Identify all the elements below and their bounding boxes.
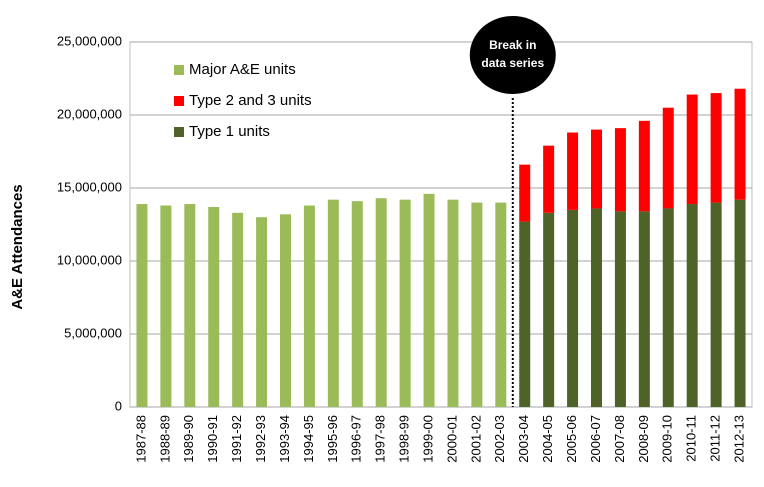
- bar: [184, 204, 196, 407]
- legend-label: Type 2 and 3 units: [189, 92, 312, 109]
- bar: [399, 199, 411, 407]
- bar: [543, 145, 555, 213]
- x-tick-label: 1994-95: [301, 415, 316, 463]
- bar: [591, 208, 602, 407]
- bar: [303, 205, 315, 407]
- bar: [662, 208, 674, 407]
- x-tick-label: 2010-11: [684, 415, 699, 462]
- y-tick-label: 20,000,000: [57, 106, 122, 121]
- bar: [423, 193, 435, 407]
- bar: [710, 202, 722, 407]
- y-tick-label: 5,000,000: [64, 325, 122, 340]
- bar: [567, 209, 579, 407]
- x-tick-label: 2007-08: [612, 415, 627, 463]
- x-tick-label: 2005-06: [564, 415, 579, 463]
- x-tick-label: 2001-02: [468, 415, 483, 463]
- bar: [710, 93, 722, 203]
- bar: [327, 199, 339, 407]
- bar: [638, 120, 650, 212]
- x-tick-label: 2012-13: [731, 415, 746, 463]
- x-tick-label: 1990-91: [205, 415, 220, 463]
- bar: [662, 107, 674, 209]
- x-tick-label: 2009-10: [660, 415, 675, 463]
- annotation: Break in: [489, 38, 536, 52]
- y-tick-label: 0: [115, 398, 122, 413]
- bar: [160, 205, 172, 407]
- y-axis-label: A&E Attendances: [9, 184, 26, 309]
- x-tick-label: 2006-07: [588, 415, 603, 463]
- bar: [686, 94, 698, 205]
- x-tick-label: 1997-98: [373, 415, 388, 463]
- y-tick-label: 15,000,000: [57, 179, 122, 194]
- x-tick-label: 2004-05: [540, 415, 555, 463]
- x-tick-label: 1988-89: [157, 415, 172, 463]
- bar: [280, 214, 291, 407]
- x-tick-label: 1995-96: [325, 415, 340, 463]
- bar: [638, 211, 650, 407]
- x-tick-label: 2011-12: [708, 415, 723, 462]
- bar: [614, 128, 626, 212]
- bar: [208, 206, 220, 407]
- bar: [495, 202, 507, 407]
- bar: [614, 211, 626, 407]
- bar: [471, 202, 483, 407]
- bar: [734, 88, 746, 200]
- bar: [232, 212, 244, 407]
- bar: [567, 132, 579, 210]
- x-tick-label: 1991-92: [229, 415, 244, 463]
- bar: [351, 201, 363, 407]
- legend-label: Major A&E units: [189, 61, 296, 78]
- bar: [734, 199, 746, 407]
- x-tick-label: 1999-00: [420, 415, 435, 463]
- legend-swatch: [174, 65, 184, 75]
- x-tick-label: 2003-04: [516, 415, 531, 463]
- x-tick-label: 1998-99: [397, 415, 412, 463]
- x-tick-label: 1987-88: [133, 415, 148, 463]
- y-tick-label: 25,000,000: [57, 33, 122, 48]
- legend-swatch: [174, 127, 184, 137]
- bar: [686, 204, 698, 407]
- bar: [591, 129, 602, 209]
- bar: [256, 217, 268, 407]
- legend-label: Type 1 units: [189, 123, 270, 140]
- bar: [375, 198, 387, 407]
- bar: [519, 221, 531, 407]
- x-tick-label: 2008-09: [636, 415, 651, 463]
- bar: [519, 164, 531, 222]
- y-tick-label: 10,000,000: [57, 252, 122, 267]
- bar: [447, 199, 459, 407]
- x-tick-label: 1996-97: [349, 415, 364, 463]
- x-tick-label: 2002-03: [492, 415, 507, 463]
- annotation: data series: [481, 56, 544, 70]
- bar: [136, 204, 148, 407]
- bar: [543, 212, 555, 407]
- break-circle: [469, 16, 556, 94]
- x-tick-label: 1993-94: [277, 415, 292, 463]
- x-tick-label: 1992-93: [253, 415, 268, 463]
- x-tick-label: 2000-01: [444, 415, 459, 463]
- x-tick-label: 1989-90: [181, 415, 196, 463]
- legend-swatch: [174, 96, 184, 106]
